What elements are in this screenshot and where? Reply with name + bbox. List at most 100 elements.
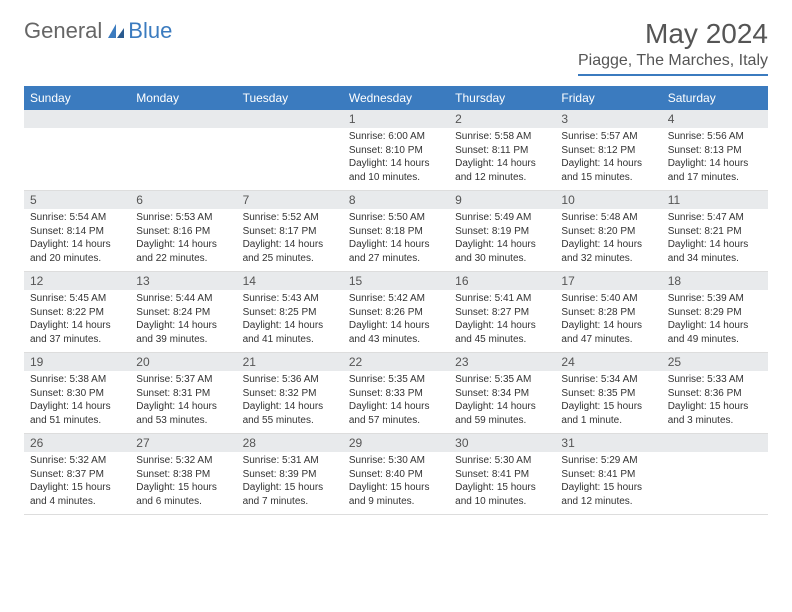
daylight-text-1: Daylight: 14 hours bbox=[455, 157, 549, 171]
sunrise-text: Sunrise: 5:44 AM bbox=[136, 292, 230, 306]
daylight-text-1: Daylight: 14 hours bbox=[349, 319, 443, 333]
calendar-day: 16Sunrise: 5:41 AMSunset: 8:27 PMDayligh… bbox=[449, 272, 555, 353]
day-number: 8 bbox=[343, 193, 356, 207]
day-info: Sunrise: 5:56 AMSunset: 8:13 PMDaylight:… bbox=[662, 128, 768, 190]
daynum-row: 4 bbox=[662, 110, 768, 128]
daylight-text-2: and 10 minutes. bbox=[455, 495, 549, 509]
daylight-text-1: Daylight: 14 hours bbox=[243, 319, 337, 333]
daylight-text-2: and 37 minutes. bbox=[30, 333, 124, 347]
sunrise-text: Sunrise: 6:00 AM bbox=[349, 130, 443, 144]
sunrise-text: Sunrise: 5:30 AM bbox=[349, 454, 443, 468]
day-number: 15 bbox=[343, 274, 362, 288]
daylight-text-2: and 22 minutes. bbox=[136, 252, 230, 266]
daynum-row: 30 bbox=[449, 434, 555, 452]
sunrise-text: Sunrise: 5:36 AM bbox=[243, 373, 337, 387]
sunset-text: Sunset: 8:25 PM bbox=[243, 306, 337, 320]
day-number: 12 bbox=[24, 274, 43, 288]
logo-sail-icon bbox=[106, 22, 126, 40]
sunset-text: Sunset: 8:39 PM bbox=[243, 468, 337, 482]
day-number: 19 bbox=[24, 355, 43, 369]
daynum-row: 22 bbox=[343, 353, 449, 371]
day-info: Sunrise: 5:37 AMSunset: 8:31 PMDaylight:… bbox=[130, 371, 236, 433]
sunset-text: Sunset: 8:27 PM bbox=[455, 306, 549, 320]
daylight-text-1: Daylight: 15 hours bbox=[561, 400, 655, 414]
daynum-row: 16 bbox=[449, 272, 555, 290]
calendar-day: 13Sunrise: 5:44 AMSunset: 8:24 PMDayligh… bbox=[130, 272, 236, 353]
month-title: May 2024 bbox=[578, 18, 768, 50]
daynum-row: 11 bbox=[662, 191, 768, 209]
sunrise-text: Sunrise: 5:49 AM bbox=[455, 211, 549, 225]
sunrise-text: Sunrise: 5:29 AM bbox=[561, 454, 655, 468]
day-info: Sunrise: 5:54 AMSunset: 8:14 PMDaylight:… bbox=[24, 209, 130, 271]
calendar-day: 8 Sunrise: 5:50 AMSunset: 8:18 PMDaylight… bbox=[343, 191, 449, 272]
sunrise-text: Sunrise: 5:31 AM bbox=[243, 454, 337, 468]
day-number: 20 bbox=[130, 355, 149, 369]
day-number: 4 bbox=[662, 112, 675, 126]
day-info: Sunrise: 5:44 AMSunset: 8:24 PMDaylight:… bbox=[130, 290, 236, 352]
calendar-day: 24Sunrise: 5:34 AMSunset: 8:35 PMDayligh… bbox=[555, 353, 661, 434]
day-number: 22 bbox=[343, 355, 362, 369]
calendar-day bbox=[662, 434, 768, 515]
daylight-text-1: Daylight: 14 hours bbox=[455, 319, 549, 333]
calendar-day: 9Sunrise: 5:49 AMSunset: 8:19 PMDaylight… bbox=[449, 191, 555, 272]
day-number: 23 bbox=[449, 355, 468, 369]
day-info: Sunrise: 5:32 AMSunset: 8:37 PMDaylight:… bbox=[24, 452, 130, 514]
calendar-day: 3Sunrise: 5:57 AMSunset: 8:12 PMDaylight… bbox=[555, 110, 661, 191]
day-info: Sunrise: 5:52 AMSunset: 8:17 PMDaylight:… bbox=[237, 209, 343, 271]
sunset-text: Sunset: 8:30 PM bbox=[30, 387, 124, 401]
daylight-text-2: and 32 minutes. bbox=[561, 252, 655, 266]
sunset-text: Sunset: 8:16 PM bbox=[136, 225, 230, 239]
calendar-day: 14Sunrise: 5:43 AMSunset: 8:25 PMDayligh… bbox=[237, 272, 343, 353]
day-number: 29 bbox=[343, 436, 362, 450]
daylight-text-1: Daylight: 14 hours bbox=[668, 319, 762, 333]
sunset-text: Sunset: 8:33 PM bbox=[349, 387, 443, 401]
sunset-text: Sunset: 8:38 PM bbox=[136, 468, 230, 482]
day-number: 28 bbox=[237, 436, 256, 450]
sunset-text: Sunset: 8:26 PM bbox=[349, 306, 443, 320]
daylight-text-2: and 9 minutes. bbox=[349, 495, 443, 509]
day-number: 5 bbox=[24, 193, 37, 207]
calendar-day: 22Sunrise: 5:35 AMSunset: 8:33 PMDayligh… bbox=[343, 353, 449, 434]
sunset-text: Sunset: 8:10 PM bbox=[349, 144, 443, 158]
daylight-text-2: and 12 minutes. bbox=[455, 171, 549, 185]
calendar-day bbox=[130, 110, 236, 191]
sunrise-text: Sunrise: 5:37 AM bbox=[136, 373, 230, 387]
calendar-day: 10Sunrise: 5:48 AMSunset: 8:20 PMDayligh… bbox=[555, 191, 661, 272]
calendar-day: 19Sunrise: 5:38 AMSunset: 8:30 PMDayligh… bbox=[24, 353, 130, 434]
sunset-text: Sunset: 8:37 PM bbox=[30, 468, 124, 482]
day-number: 25 bbox=[662, 355, 681, 369]
sunset-text: Sunset: 8:41 PM bbox=[455, 468, 549, 482]
calendar-day: 17Sunrise: 5:40 AMSunset: 8:28 PMDayligh… bbox=[555, 272, 661, 353]
daylight-text-2: and 43 minutes. bbox=[349, 333, 443, 347]
day-info: Sunrise: 5:49 AMSunset: 8:19 PMDaylight:… bbox=[449, 209, 555, 271]
daylight-text-1: Daylight: 14 hours bbox=[561, 238, 655, 252]
calendar-day: 2Sunrise: 5:58 AMSunset: 8:11 PMDaylight… bbox=[449, 110, 555, 191]
calendar: Sunday Monday Tuesday Wednesday Thursday… bbox=[24, 86, 768, 515]
daylight-text-2: and 25 minutes. bbox=[243, 252, 337, 266]
daylight-text-1: Daylight: 15 hours bbox=[561, 481, 655, 495]
daylight-text-2: and 27 minutes. bbox=[349, 252, 443, 266]
sunset-text: Sunset: 8:29 PM bbox=[668, 306, 762, 320]
day-info: Sunrise: 5:35 AMSunset: 8:34 PMDaylight:… bbox=[449, 371, 555, 433]
day-info: Sunrise: 5:32 AMSunset: 8:38 PMDaylight:… bbox=[130, 452, 236, 514]
weekday-header: Sunday Monday Tuesday Wednesday Thursday… bbox=[24, 86, 768, 110]
daynum-row: 23 bbox=[449, 353, 555, 371]
calendar-day: 12Sunrise: 5:45 AMSunset: 8:22 PMDayligh… bbox=[24, 272, 130, 353]
calendar-day: 20 Sunrise: 5:37 AMSunset: 8:31 PMDayligh… bbox=[130, 353, 236, 434]
daynum-row: 15 bbox=[343, 272, 449, 290]
sunset-text: Sunset: 8:22 PM bbox=[30, 306, 124, 320]
sunrise-text: Sunrise: 5:32 AM bbox=[136, 454, 230, 468]
logo: General Blue bbox=[24, 18, 172, 44]
sunset-text: Sunset: 8:13 PM bbox=[668, 144, 762, 158]
day-info: Sunrise: 5:40 AMSunset: 8:28 PMDaylight:… bbox=[555, 290, 661, 352]
daynum-row: 25 bbox=[662, 353, 768, 371]
calendar-day: 27Sunrise: 5:32 AMSunset: 8:38 PMDayligh… bbox=[130, 434, 236, 515]
daylight-text-1: Daylight: 14 hours bbox=[561, 319, 655, 333]
daynum-row: 12 bbox=[24, 272, 130, 290]
day-info: Sunrise: 5:50 AMSunset: 8:18 PMDaylight:… bbox=[343, 209, 449, 271]
sunrise-text: Sunrise: 5:50 AM bbox=[349, 211, 443, 225]
daynum-row: 6 bbox=[130, 191, 236, 209]
sunrise-text: Sunrise: 5:43 AM bbox=[243, 292, 337, 306]
calendar-day: 11Sunrise: 5:47 AMSunset: 8:21 PMDayligh… bbox=[662, 191, 768, 272]
daynum-row: 8 bbox=[343, 191, 449, 209]
